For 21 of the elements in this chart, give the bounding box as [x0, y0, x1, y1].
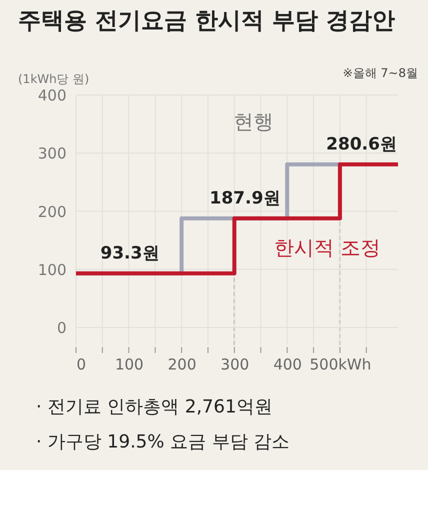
x-tick-label: 400 — [273, 356, 302, 374]
annotation: 187.9원 — [210, 188, 280, 208]
x-tick-label: 0 — [76, 356, 86, 374]
y-tick-label: 100 — [38, 260, 66, 279]
x-tick-label: 200 — [168, 356, 196, 374]
annotation: 280.6원 — [326, 134, 397, 154]
text: · 전기료 인하총액 2,761억원 — [36, 396, 272, 418]
text: · 가구당 19.5% 요금 부담 감소 — [36, 432, 290, 452]
series-label: 현행 — [234, 109, 274, 134]
annotation: 93.3원 — [100, 243, 160, 264]
y-tick-label: 300 — [38, 144, 66, 163]
y-axis-title: (1kWh당 원) — [18, 72, 90, 86]
chart-title: 주택용 전기요금 한시적 부담 경감안 — [18, 8, 396, 34]
y-tick-label: 0 — [56, 319, 66, 338]
y-tick-label: 200 — [38, 202, 66, 221]
series-label: 한시적 조정 — [274, 235, 380, 260]
chart-subtitle: ※올해 7~8월 — [342, 66, 418, 80]
y-tick-label: 400 — [38, 86, 66, 104]
x-tick-label: 300 — [220, 356, 250, 374]
x-tick-label: 500kWh — [310, 356, 372, 374]
x-tick-label: 100 — [114, 356, 144, 374]
